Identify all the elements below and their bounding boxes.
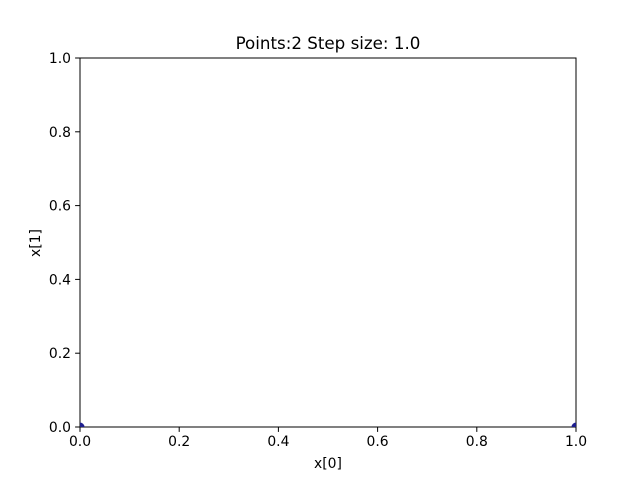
data-points [80, 422, 576, 427]
plot-area: 0.0 0.2 0.4 0.6 0.8 1.0 0.0 0.2 0.4 0.6 0.8 1.0 [49, 51, 587, 450]
axes-frame [79, 57, 577, 428]
y-tick-label: 0.8 [49, 125, 71, 141]
x-tick-label: 0.2 [168, 434, 190, 450]
y-tick-label: 0.2 [49, 346, 71, 362]
data-point [80, 422, 85, 427]
x-tick-label: 0.8 [466, 434, 488, 450]
x-tick-label: 0.0 [69, 434, 91, 450]
y-tick-label: 1.0 [49, 51, 71, 67]
y-tick-label: 0.6 [49, 199, 71, 215]
x-axis-label: x[0] [314, 456, 342, 472]
x-tick-label: 0.4 [267, 434, 289, 450]
chart-title: Points:2 Step size: 1.0 [236, 33, 421, 53]
x-tick-label: 1.0 [565, 434, 587, 450]
data-point [571, 422, 576, 427]
y-tick-label: 0.0 [49, 420, 71, 436]
y-tick-label: 0.4 [49, 272, 71, 288]
x-tick-label: 0.6 [367, 434, 389, 450]
y-axis-label: x[1] [28, 229, 44, 257]
